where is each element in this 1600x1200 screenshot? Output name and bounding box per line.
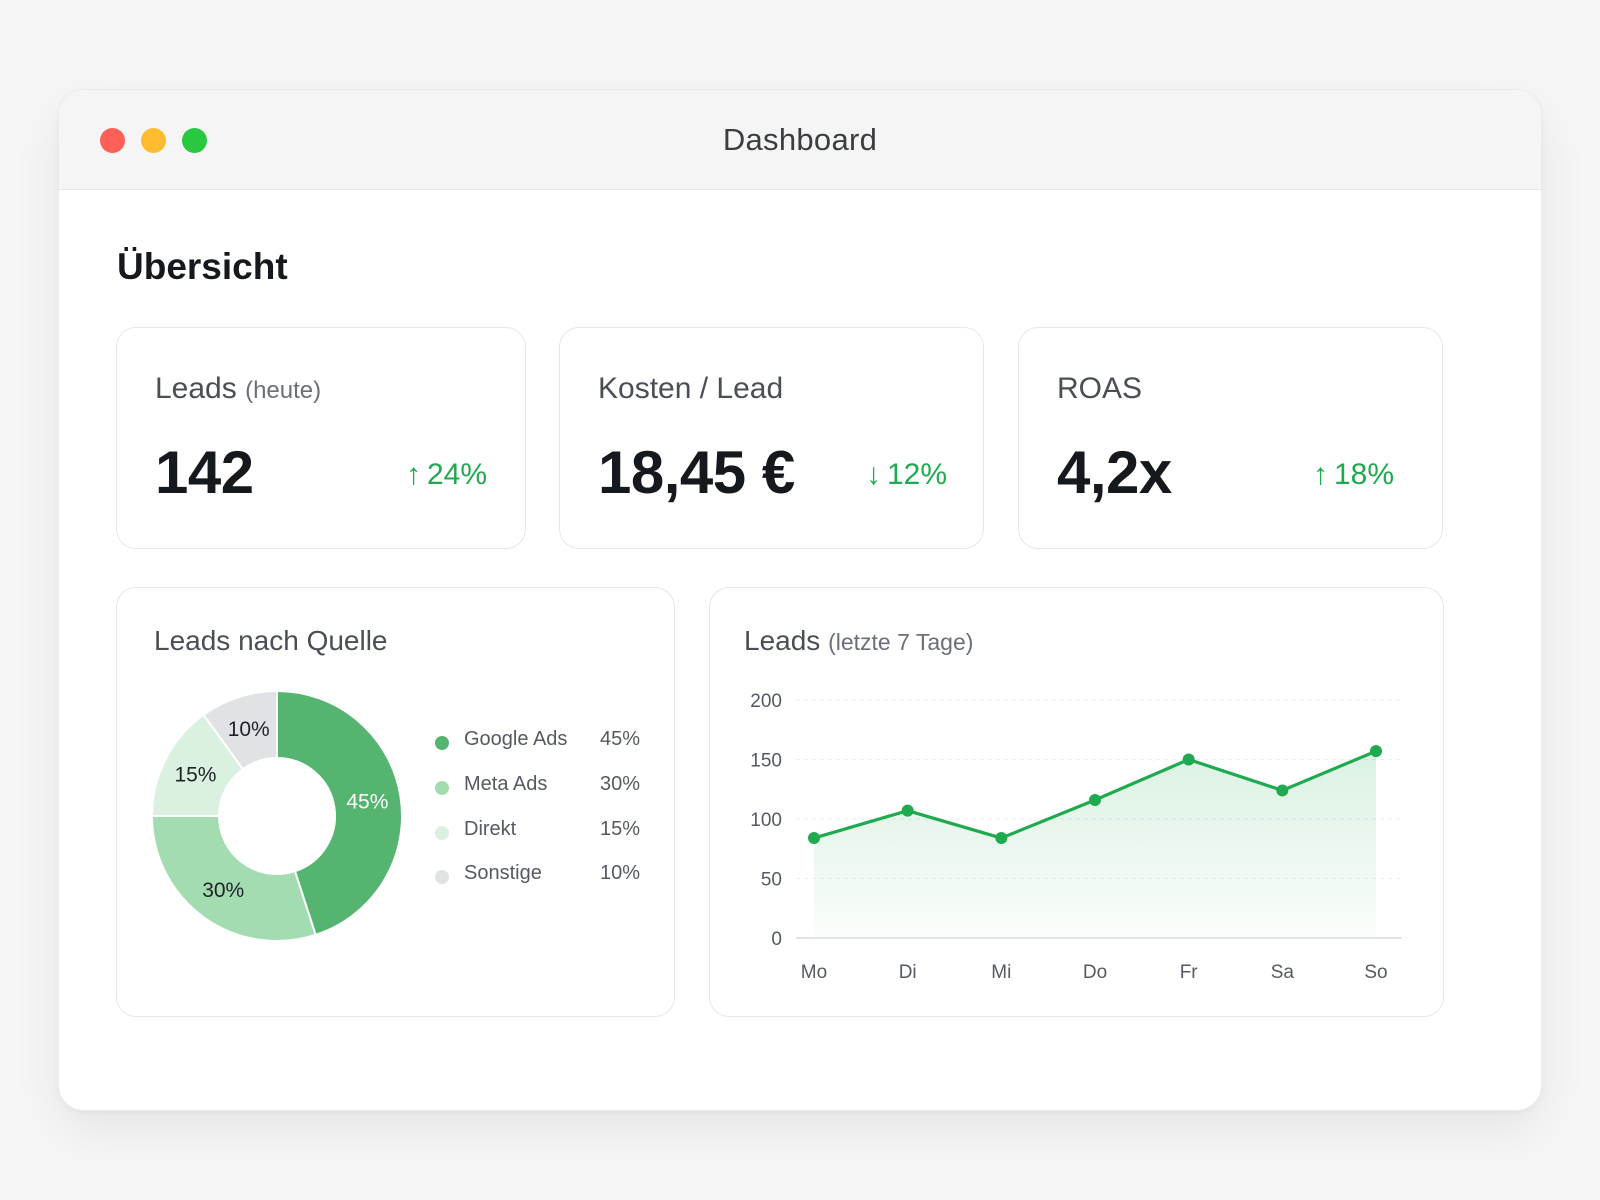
x-tick-label: Di: [899, 962, 917, 983]
y-tick-label: 150: [750, 751, 782, 772]
kpi-value: 4,2x: [1057, 439, 1172, 506]
close-window-button[interactable]: [100, 128, 125, 153]
x-tick-label: Do: [1083, 962, 1107, 983]
panel-title: Leads (letzte 7 Tage): [744, 625, 973, 657]
y-tick-label: 200: [750, 691, 782, 712]
window-title: Dashboard: [722, 122, 878, 157]
legend-name: Meta Ads: [464, 773, 548, 795]
legend-pct: 10%: [600, 862, 641, 884]
panel-leads-by-source: Leads nach Quelle 45% 30% 15% 10% Google Ad…: [116, 587, 675, 1017]
window-titlebar: Dashboard: [59, 90, 1541, 190]
donut-slice-meta-ads[interactable]: [150, 815, 317, 942]
data-point[interactable]: [808, 832, 820, 845]
kpi-delta-value: 18%: [1333, 458, 1394, 491]
legend-pct: 30%: [600, 773, 641, 795]
maximize-window-button[interactable]: [182, 128, 207, 153]
legend-dot: [435, 870, 449, 884]
kpi-label-text: ROAS: [1057, 372, 1143, 405]
panel-title-sub: (letzte 7 Tage): [828, 629, 974, 655]
legend-pct: 45%: [600, 728, 641, 750]
kpi-label: Leads (heute): [155, 372, 321, 406]
donut-chart: 45% 30% 15% 10%: [150, 689, 403, 942]
legend-name: Direkt: [464, 818, 517, 840]
y-tick-label: 0: [771, 929, 782, 950]
minimize-window-button[interactable]: [141, 128, 166, 153]
kpi-sublabel: (heute): [245, 377, 322, 404]
donut-slice-label: 30%: [202, 879, 244, 902]
donut-slice-label: 10%: [228, 718, 270, 741]
donut-slice-sonstige[interactable]: [202, 689, 278, 771]
data-point[interactable]: [1089, 793, 1101, 806]
donut-slice-label: 15%: [174, 763, 216, 786]
legend-dot: [435, 826, 449, 840]
kpi-card-cost-per-lead: Kosten / Lead 18,45 € ↓ 12%: [559, 327, 984, 549]
data-point[interactable]: [1182, 753, 1195, 766]
panel-title-text: Leads: [744, 625, 821, 656]
kpi-value: 142: [155, 439, 254, 506]
arrow-down-icon: ↓: [865, 458, 881, 491]
data-point[interactable]: [901, 804, 914, 817]
kpi-label-text: Kosten / Lead: [598, 372, 784, 405]
kpi-card-roas: ROAS 4,2x ↑ 18%: [1018, 327, 1443, 549]
kpi-card-leads: Leads (heute) 142 ↑ 24%: [116, 327, 526, 549]
x-tick-label: Mi: [991, 962, 1011, 983]
x-tick-label: Sa: [1271, 962, 1295, 983]
kpi-label: ROAS: [1057, 372, 1142, 406]
x-tick-label: Fr: [1180, 962, 1199, 983]
data-point[interactable]: [1276, 784, 1289, 797]
legend-name: Sonstige: [464, 862, 542, 884]
data-point[interactable]: [1370, 745, 1382, 758]
data-point[interactable]: [995, 832, 1008, 845]
arrow-up-icon: ↑: [405, 458, 421, 491]
kpi-delta: ↓ 12%: [866, 458, 947, 492]
kpi-label: Kosten / Lead: [598, 372, 783, 406]
page-title: Übersicht: [117, 246, 288, 287]
panel-title: Leads nach Quelle: [154, 625, 388, 656]
legend-dot: [435, 781, 449, 795]
kpi-delta: ↑ 18%: [1313, 458, 1394, 492]
area-fill: [814, 751, 1376, 938]
app-window: Dashboard Übersicht Leads (heute) 142 ↑ 2…: [58, 89, 1542, 1111]
donut-slice-label: 45%: [346, 791, 388, 814]
kpi-delta-value: 12%: [886, 458, 947, 491]
legend-name: Google Ads: [464, 728, 568, 750]
kpi-label-text: Leads: [155, 372, 237, 405]
legend-dot: [435, 736, 449, 750]
line-chart: 0 50 100 150 200 Mo Di Mi Do Fr Sa So: [750, 691, 1402, 983]
x-tick-label: So: [1364, 962, 1387, 983]
x-tick-label: Mo: [801, 962, 827, 983]
kpi-value: 18,45 €: [598, 439, 795, 506]
donut-slice-google-ads[interactable]: [276, 689, 403, 937]
y-tick-label: 100: [750, 810, 782, 831]
arrow-up-icon: ↑: [1312, 458, 1328, 491]
kpi-delta-value: 24%: [426, 458, 487, 491]
y-tick-label: 50: [761, 870, 782, 891]
kpi-delta: ↑ 24%: [406, 458, 487, 492]
legend-pct: 15%: [600, 818, 641, 840]
panel-leads-7-days: Leads (letzte 7 Tage) 0 50 100 150 200 Mo Di Mi…: [709, 587, 1444, 1017]
